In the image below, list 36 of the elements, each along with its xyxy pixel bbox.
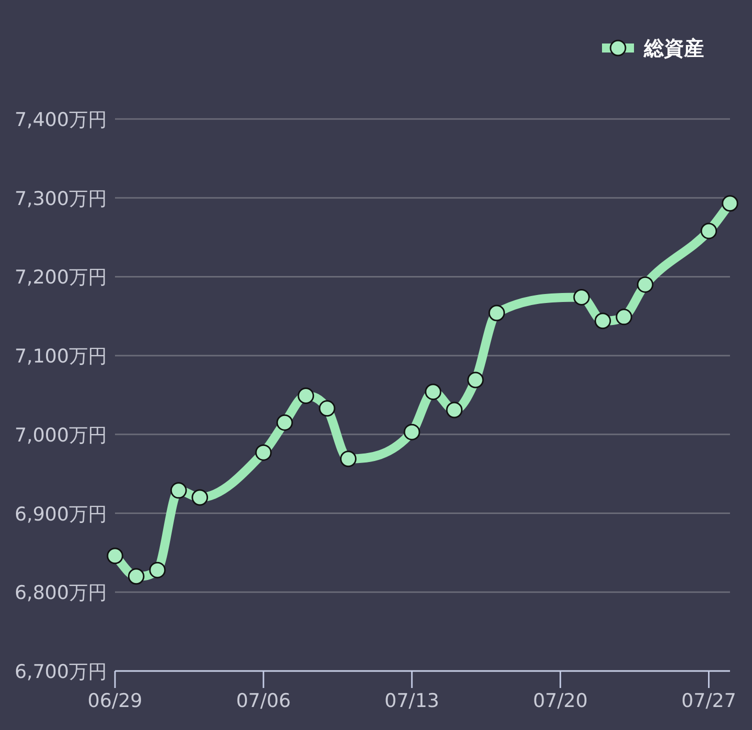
point xyxy=(192,489,208,506)
point xyxy=(722,195,738,212)
point xyxy=(700,222,718,240)
y-tick-label: 7,100万円 xyxy=(14,346,107,368)
point xyxy=(128,568,144,585)
y-tick-label: 6,900万円 xyxy=(14,503,107,526)
point xyxy=(149,562,166,578)
point xyxy=(488,304,505,322)
point xyxy=(446,402,463,418)
x-tick-label: 07/27 xyxy=(681,690,736,712)
point xyxy=(106,548,124,564)
legend-label: 総資産 xyxy=(643,36,704,60)
x-tick-label: 07/20 xyxy=(532,690,588,712)
x-tick-label: 07/13 xyxy=(384,690,440,712)
point xyxy=(298,388,314,404)
point xyxy=(573,288,590,306)
y-tick-label: 7,000万円 xyxy=(14,424,107,446)
point xyxy=(255,444,272,461)
point xyxy=(318,400,336,417)
x-tick-label: 06/29 xyxy=(88,690,142,712)
y-tick-label: 7,300万円 xyxy=(14,188,107,210)
point xyxy=(404,424,420,440)
point xyxy=(424,384,442,400)
y-tick-label: 7,200万円 xyxy=(14,266,107,289)
point xyxy=(636,276,654,293)
point xyxy=(170,482,187,499)
legend: 総資産 xyxy=(602,36,704,60)
point xyxy=(594,312,612,330)
point xyxy=(616,308,632,326)
y-tick-label: 6,700万円 xyxy=(14,661,107,683)
point xyxy=(340,450,357,468)
y-tick-label: 7,400万円 xyxy=(14,109,107,131)
point xyxy=(467,372,484,388)
y-tick-label: 6,800万円 xyxy=(14,582,107,604)
x-tick-label: 07/06 xyxy=(236,690,291,712)
point xyxy=(276,414,293,431)
